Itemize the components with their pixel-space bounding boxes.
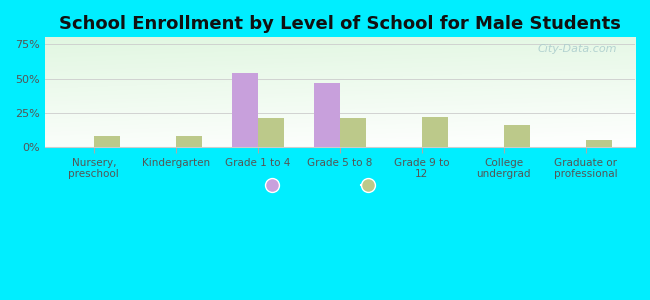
Title: School Enrollment by Level of School for Male Students: School Enrollment by Level of School for… (59, 15, 621, 33)
Bar (313, 82, 340, 147)
Bar (586, 140, 612, 147)
Bar (504, 125, 530, 147)
Bar (94, 136, 120, 147)
Text: City-Data.com: City-Data.com (538, 44, 618, 54)
Legend: San Pedro, Texas: San Pedro, Texas (261, 175, 419, 198)
Bar (340, 118, 366, 147)
Bar (422, 117, 448, 147)
Bar (176, 136, 202, 147)
Bar (258, 118, 284, 147)
Bar (231, 73, 258, 147)
